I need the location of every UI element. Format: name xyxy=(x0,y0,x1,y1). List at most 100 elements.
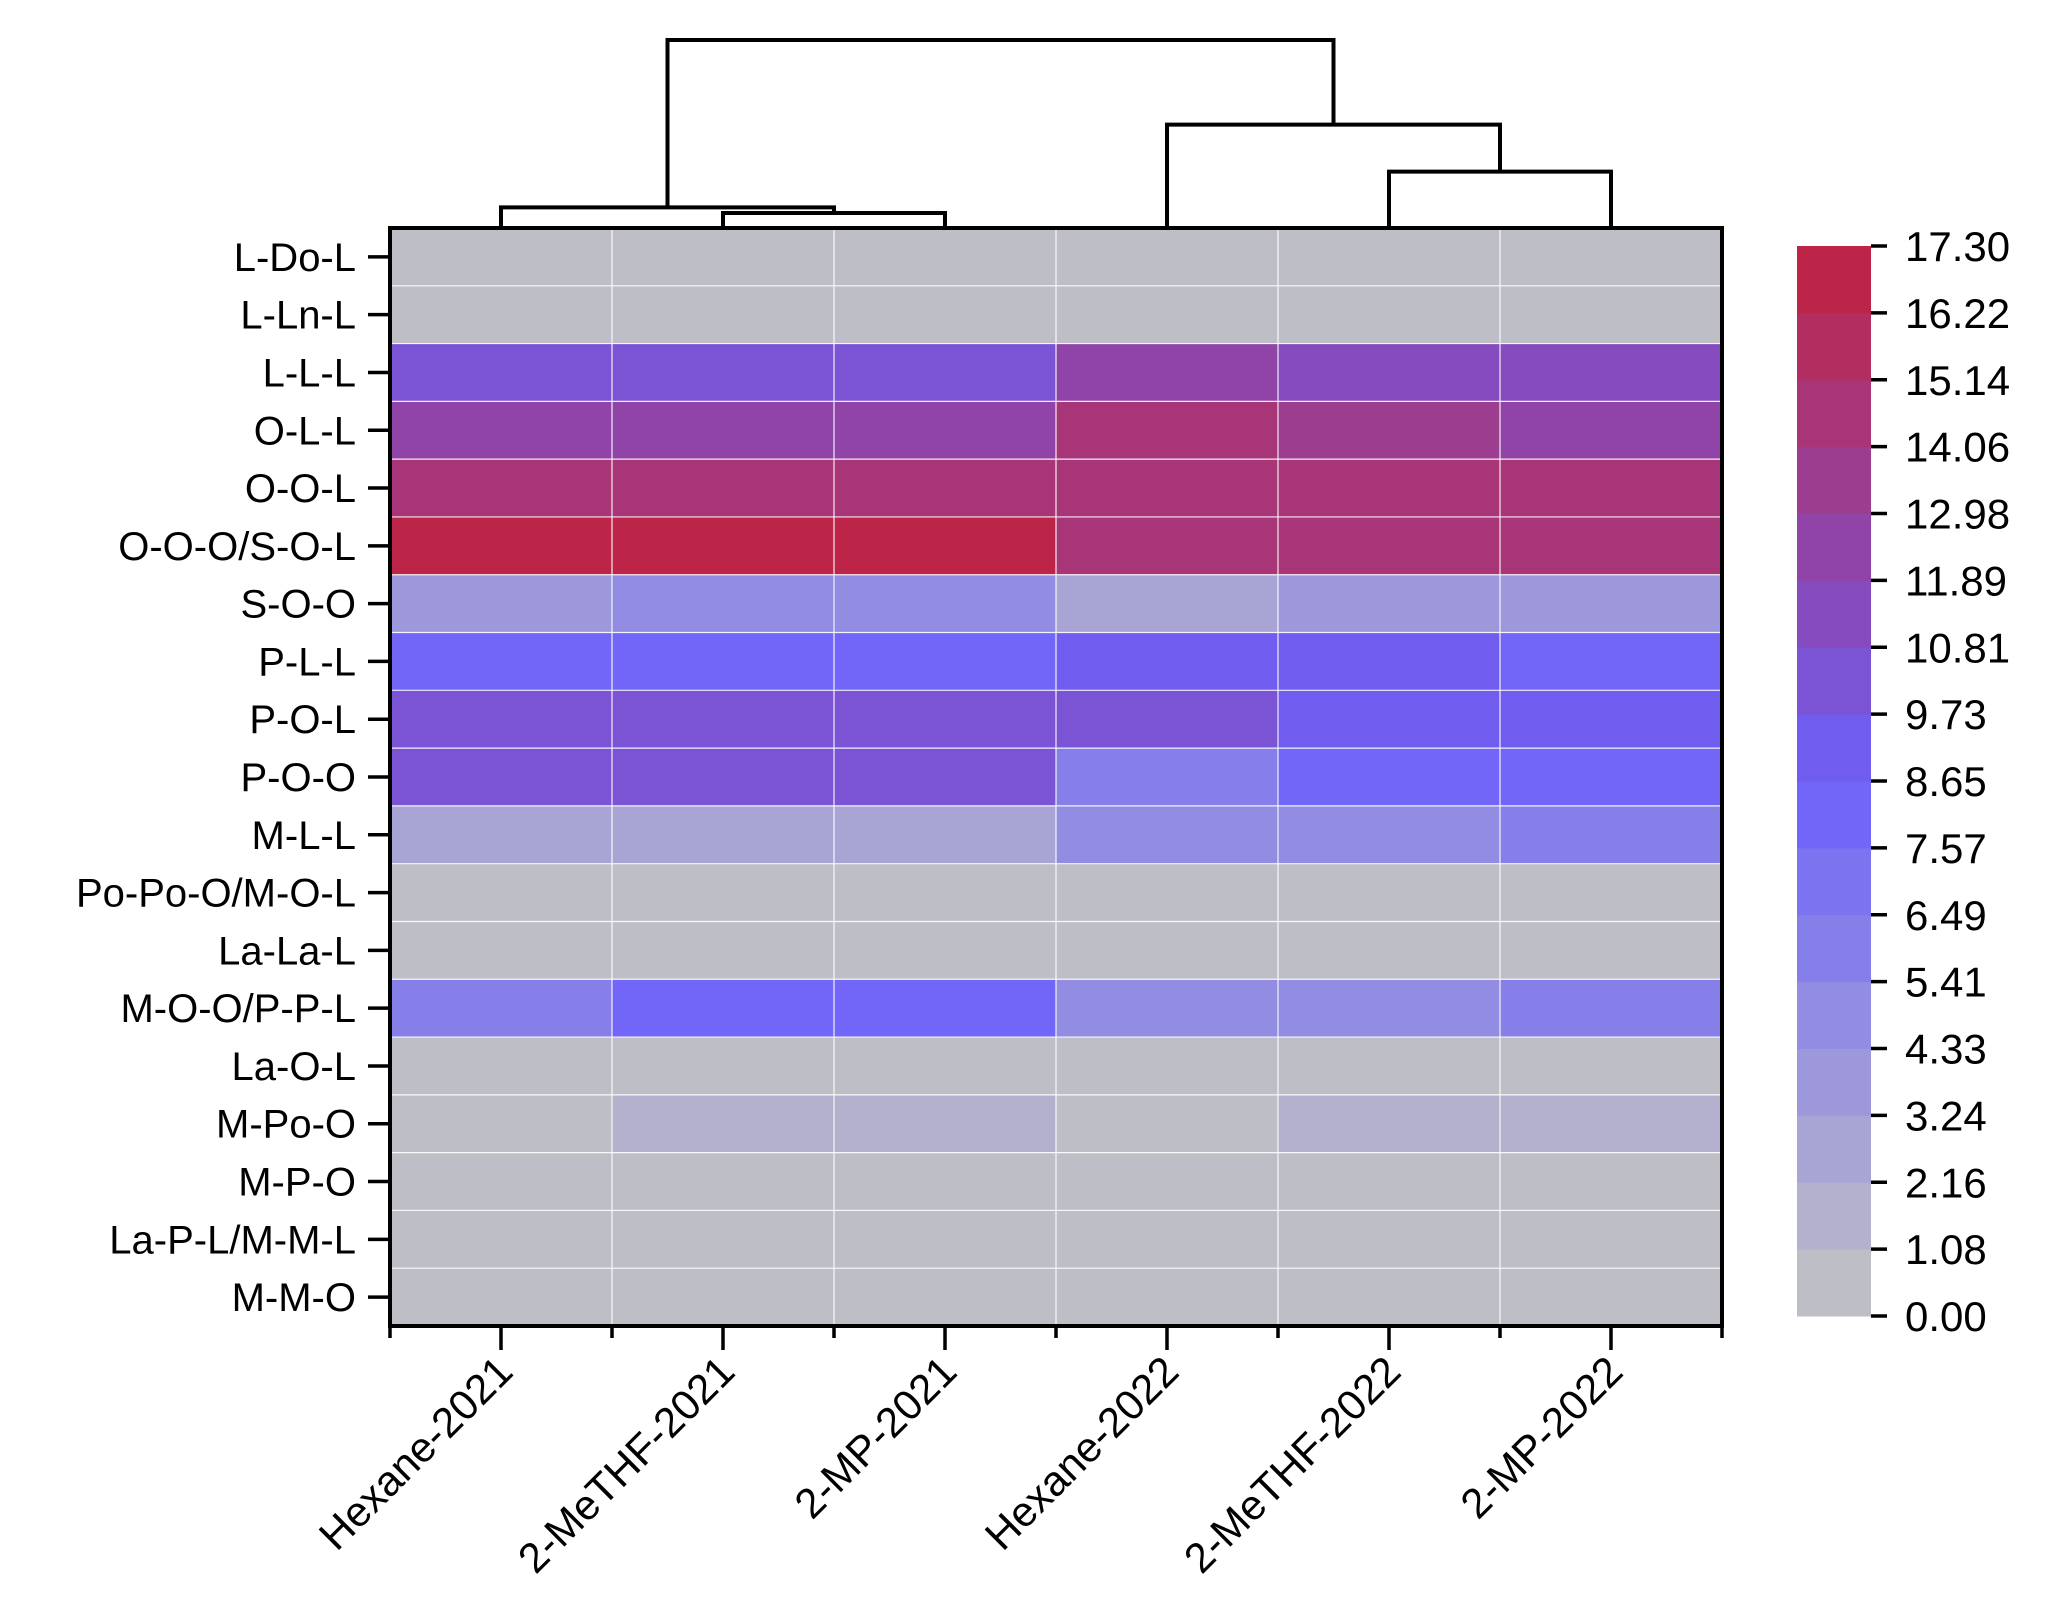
colorbar-tick-label: 16.22 xyxy=(1905,290,2010,337)
colorbar-segment xyxy=(1797,513,1871,581)
heatmap-cell xyxy=(390,401,613,460)
heatmap-cell xyxy=(390,228,613,287)
colorbar-segment xyxy=(1797,714,1871,782)
heatmap-cell xyxy=(834,805,1057,865)
heatmap-cell xyxy=(1500,979,1723,1038)
heatmap-cell xyxy=(612,1210,835,1269)
heatmap-cell xyxy=(390,1152,613,1211)
y-tick-label: P-O-O xyxy=(240,756,356,800)
heatmap-cell xyxy=(612,228,835,287)
y-tick-label: La-La-L xyxy=(218,929,356,973)
heatmap-cell xyxy=(834,574,1057,634)
heatmap-cell xyxy=(1056,343,1279,402)
colorbar-tick-label: 8.65 xyxy=(1905,758,1987,805)
heatmap-cell xyxy=(1056,690,1279,749)
colorbar-tick-label: 2.16 xyxy=(1905,1159,1987,1206)
heatmap-cell xyxy=(390,1037,613,1096)
colorbar-segment xyxy=(1797,1048,1871,1116)
heatmap-cell xyxy=(834,228,1057,287)
colorbar-tick-label: 15.14 xyxy=(1905,357,2010,404)
y-tick-label: S-O-O xyxy=(240,583,356,627)
heatmap-cell xyxy=(1056,228,1279,287)
heatmap-cell xyxy=(390,1268,613,1327)
dendrogram-link xyxy=(721,210,947,228)
heatmap-cell xyxy=(834,748,1057,807)
x-tick-label: 2-MeTHF-2022 xyxy=(1175,1347,1410,1582)
heatmap-cell xyxy=(1056,401,1279,460)
heatmap-cell xyxy=(834,863,1057,922)
heatmap-cell xyxy=(1056,1210,1279,1269)
heatmap-cell xyxy=(1278,863,1501,922)
colorbar-segment xyxy=(1797,1115,1871,1183)
heatmap-cell xyxy=(1278,1210,1501,1269)
heatmap-cell xyxy=(1278,690,1501,749)
y-tick-label: L-Do-L xyxy=(234,236,356,280)
heatmap-cell xyxy=(1278,459,1501,518)
heatmap-cell xyxy=(390,863,613,922)
heatmap-cell xyxy=(1500,632,1723,691)
heatmap-cell xyxy=(612,863,835,922)
heatmap-cell xyxy=(1278,1037,1501,1096)
colorbar-segment xyxy=(1797,1249,1871,1317)
heatmap-cell xyxy=(390,748,613,807)
colorbar-tick-label: 11.89 xyxy=(1905,557,2007,604)
heatmap-cell xyxy=(1278,805,1501,865)
heatmap-cell xyxy=(1500,1268,1723,1327)
heatmap-cell xyxy=(1056,459,1279,518)
heatmap-cell xyxy=(1500,228,1723,287)
heatmap-cell xyxy=(390,1094,613,1154)
colorbar-segment xyxy=(1797,379,1871,448)
heatmap-cell xyxy=(1056,979,1279,1038)
colorbar-tick-label: 9.73 xyxy=(1905,691,1987,738)
heatmap-cell xyxy=(1056,1152,1279,1211)
x-tick-label: 2-MP-2022 xyxy=(1451,1347,1631,1527)
heatmap-cell xyxy=(834,459,1057,518)
heatmap-cell xyxy=(1278,632,1501,691)
heatmap-cell xyxy=(1056,1094,1279,1154)
heatmap-cell xyxy=(834,921,1057,980)
heatmap-cell xyxy=(1500,516,1723,576)
colorbar-tick-label: 3.24 xyxy=(1905,1092,1987,1139)
heatmap-cells xyxy=(390,228,1723,1327)
heatmap-cell xyxy=(390,516,613,576)
colorbar-segment xyxy=(1797,914,1871,983)
heatmap-cell xyxy=(1278,401,1501,460)
colorbar-tick-label: 1.08 xyxy=(1905,1226,1987,1273)
column-dendrogram xyxy=(499,38,1613,228)
colorbar-tick-label: 10.81 xyxy=(1905,624,2010,671)
y-tick-label: M-O-O/P-P-L xyxy=(120,987,356,1031)
y-tick-label: M-M-O xyxy=(232,1276,356,1320)
y-tick-label: M-L-L xyxy=(252,814,356,858)
heatmap-cell xyxy=(612,459,835,518)
heatmap-cell xyxy=(612,632,835,691)
y-tick-label: O-O-L xyxy=(245,467,356,511)
heatmap-cell xyxy=(390,921,613,980)
dendrogram-link xyxy=(1387,169,1613,228)
heatmap-cell xyxy=(612,690,835,749)
heatmap-cell xyxy=(1056,574,1279,634)
heatmap-cell xyxy=(834,1152,1057,1211)
heatmap-gridlines xyxy=(390,228,1722,1326)
heatmap-cell xyxy=(390,690,613,749)
heatmap-cell xyxy=(612,921,835,980)
dendrogram-link xyxy=(665,38,1336,208)
y-tick-label: La-O-L xyxy=(232,1045,357,1089)
heatmap-cell xyxy=(390,285,613,345)
heatmap-cell xyxy=(1500,459,1723,518)
y-tick-label: L-L-L xyxy=(263,351,356,395)
heatmap-cell xyxy=(390,805,613,865)
heatmap-cell xyxy=(1500,1210,1723,1269)
colorbar-segment xyxy=(1797,981,1871,1049)
heatmap-cell xyxy=(834,979,1057,1038)
heatmap-cell xyxy=(1278,574,1501,634)
heatmap-cell xyxy=(612,1037,835,1096)
x-tick-label: Hexane-2021 xyxy=(310,1347,522,1559)
heatmap-cell xyxy=(1500,1094,1723,1154)
heatmap-cell xyxy=(390,632,613,691)
heatmap-cell xyxy=(612,1152,835,1211)
y-axis: L-Do-L L-Ln-L L-L-L O-L-L O-O-L O-O-O/S-O-L S-… xyxy=(76,236,390,1320)
heatmap-cell xyxy=(1500,1037,1723,1096)
y-tick-label: M-P-O xyxy=(238,1161,356,1205)
heatmap-cell xyxy=(390,979,613,1038)
